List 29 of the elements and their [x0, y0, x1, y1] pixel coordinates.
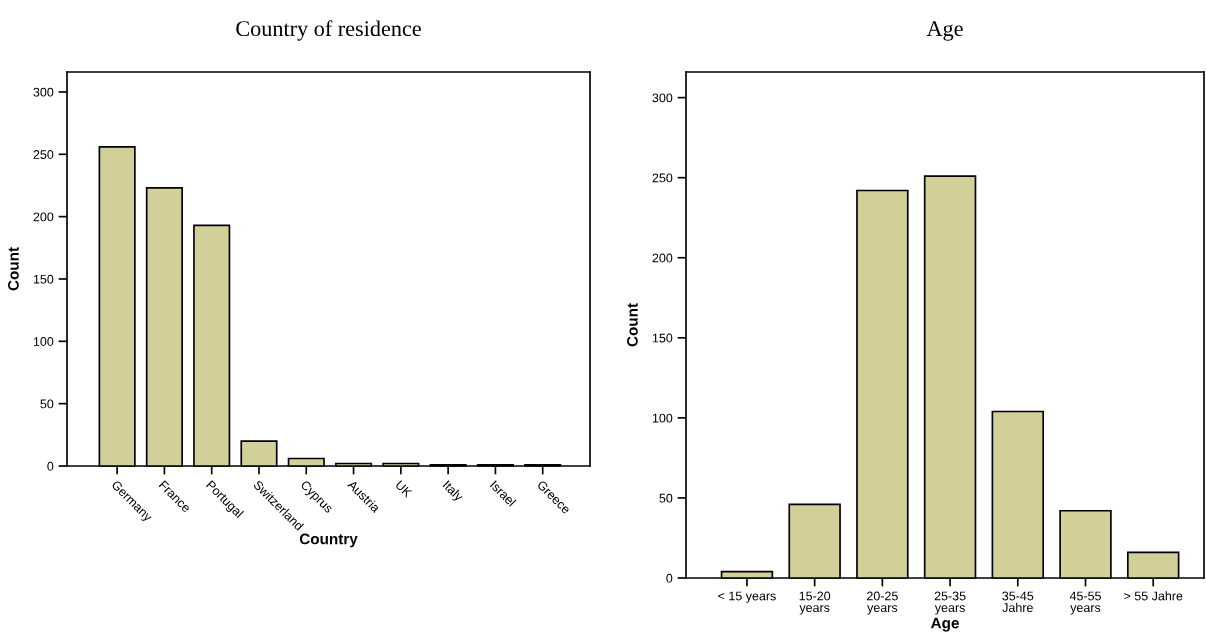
y-tick-label: 100: [652, 413, 673, 423]
y-tick-label: 0: [47, 461, 54, 471]
x-tick-label: UK: [395, 480, 413, 498]
x-axis-title: Country: [299, 533, 358, 548]
x-tick-label: Italy: [440, 480, 465, 504]
x-tick-label: 25-35 years: [934, 591, 966, 615]
x-tick-label: 15-20 years: [799, 591, 831, 615]
y-tick-label: 200: [33, 212, 54, 222]
y-tick-label: 150: [652, 333, 673, 343]
y-tick-label: 250: [652, 173, 673, 183]
y-axis-title: Count: [8, 247, 19, 291]
x-tick-label: 20-25 years: [867, 591, 898, 615]
y-tick-label: 100: [33, 337, 54, 346]
x-tick-label: < 15 years: [718, 591, 776, 603]
y-tick-label: 0: [666, 573, 673, 583]
y-tick-label: 50: [659, 493, 673, 503]
chart-title: Country of residence: [236, 20, 421, 41]
y-tick-label: 300: [652, 93, 673, 103]
x-axis-title: Age: [930, 617, 959, 632]
x-tick-label: > 55 Jahre: [1124, 591, 1183, 601]
y-tick-label: 250: [33, 150, 54, 159]
x-tick-label: 45-55 years: [1069, 591, 1101, 615]
x-tick-label: 35-45 Jahre: [1002, 591, 1034, 613]
y-tick-label: 150: [33, 274, 54, 284]
y-tick-label: 300: [33, 87, 54, 97]
chart-title: Age: [926, 21, 963, 41]
y-tick-label: 50: [40, 399, 54, 409]
y-tick-label: 200: [652, 253, 673, 263]
y-axis-title: Count: [627, 303, 638, 347]
